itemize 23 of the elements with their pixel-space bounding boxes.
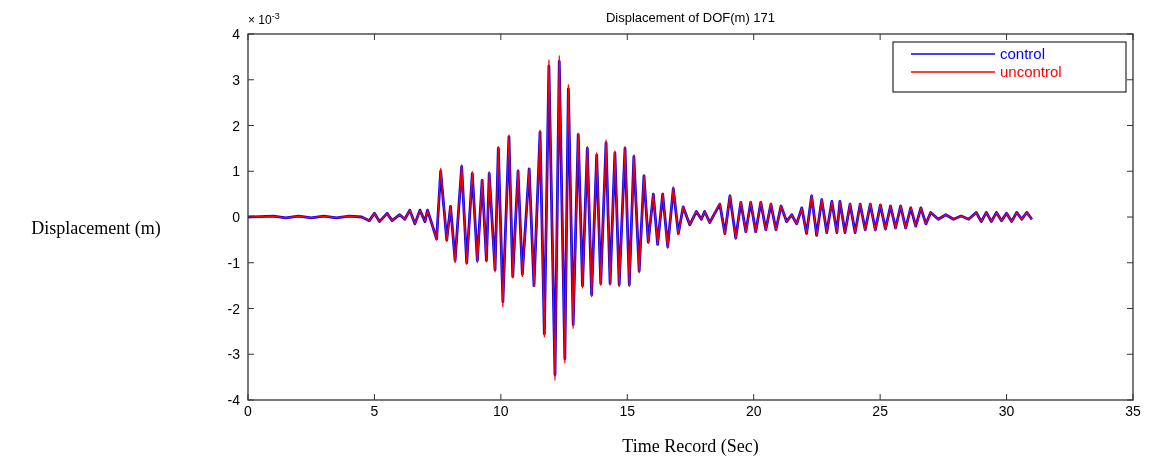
text: × 10$^{-3}$	[248, 11, 280, 27]
y-tick-label: 4	[232, 26, 241, 42]
y-tick-label: -2	[227, 300, 241, 317]
x-tick-label: 20	[745, 403, 762, 419]
y-tick-label: -1	[227, 254, 241, 271]
y-tick-label: 0	[232, 209, 241, 225]
y-tick-label: 1	[232, 163, 241, 180]
y-tick-label: -4	[227, 392, 241, 408]
x-tick-label: 30	[998, 403, 1015, 419]
text: uncontrol	[1000, 63, 1062, 80]
x-tick-label: 0	[244, 403, 253, 419]
text: control	[1000, 45, 1046, 62]
x-tick-label: 5	[370, 403, 379, 419]
x-tick-label: 10	[493, 403, 509, 419]
y-tick-label: 3	[232, 71, 241, 88]
x-axis-title: Time Record (Sec)	[622, 436, 759, 457]
chart-title: Displacement of DOF(m) 171	[605, 10, 776, 25]
x-tick-label: 15	[619, 403, 636, 419]
y-tick-label: 2	[232, 117, 241, 134]
x-tick-label: 25	[872, 403, 889, 419]
y-axis-title: Displacement (m)	[31, 218, 161, 239]
x-tick-label: 35	[1125, 403, 1141, 419]
y-tick-label: -3	[227, 346, 241, 363]
